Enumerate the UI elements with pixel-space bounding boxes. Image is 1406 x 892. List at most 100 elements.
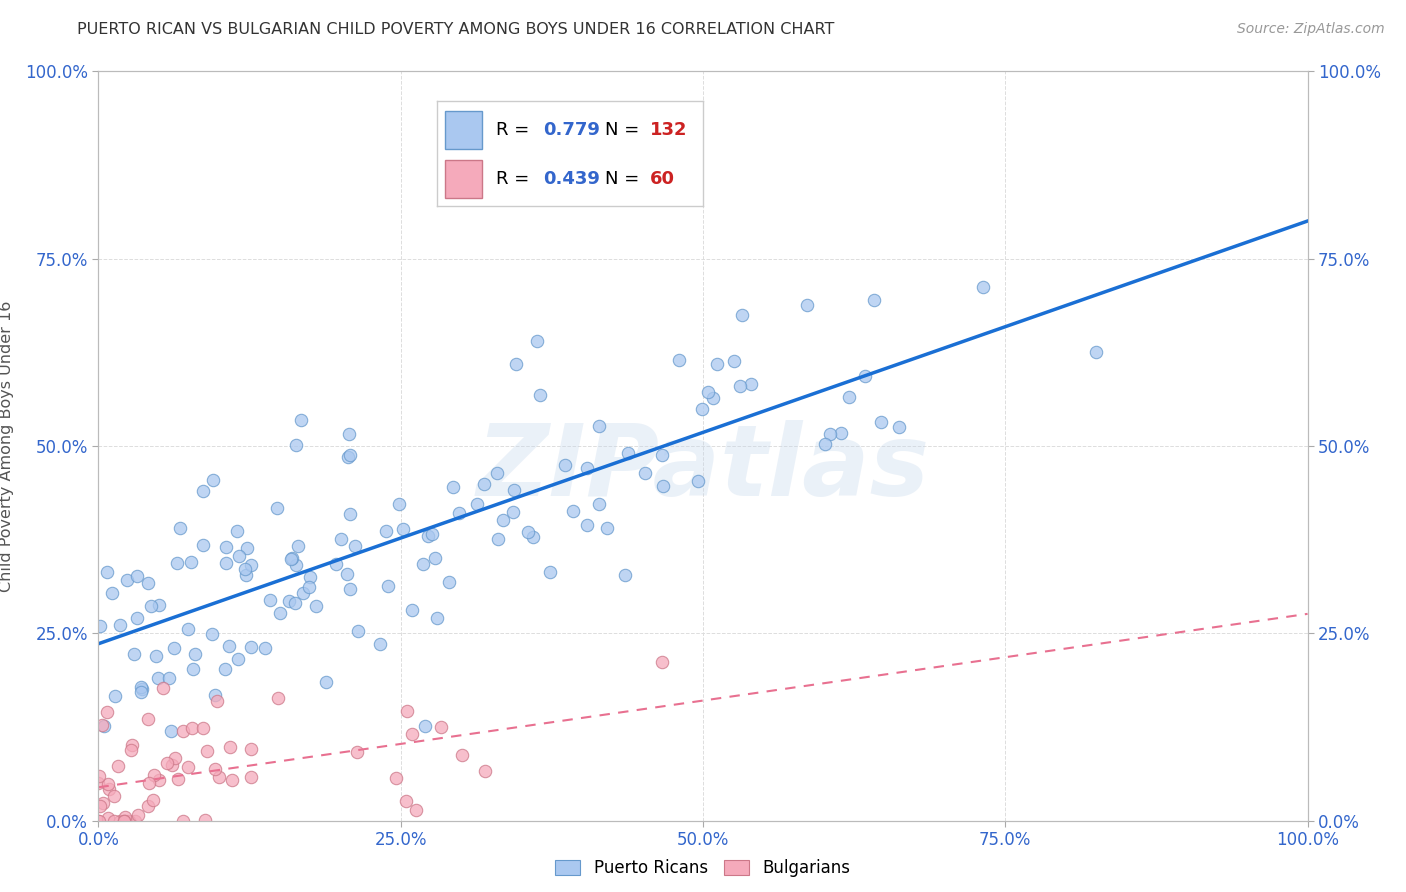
Point	[269, 607, 291, 621]
Point	[162, 641, 184, 656]
Legend: Puerto Ricans, Bulgarians: Puerto Ricans, Bulgarians	[548, 852, 858, 883]
Point	[588, 418, 610, 433]
Point	[439, 574, 461, 589]
Point	[347, 624, 370, 639]
Point	[405, 803, 427, 817]
Point	[160, 723, 183, 738]
Point	[152, 681, 174, 696]
Point	[690, 401, 713, 416]
Point	[336, 567, 359, 582]
Point	[485, 466, 508, 480]
Point	[235, 567, 257, 582]
Point	[502, 505, 524, 519]
Point	[181, 662, 204, 676]
Point	[486, 532, 509, 546]
Point	[441, 480, 464, 494]
Point	[702, 392, 724, 406]
Point	[148, 772, 170, 787]
Point	[169, 521, 191, 535]
Point	[162, 758, 184, 772]
Point	[401, 603, 423, 617]
Point	[339, 426, 361, 441]
Point	[239, 640, 262, 655]
Point	[177, 760, 200, 774]
Point	[870, 415, 893, 429]
Point	[412, 557, 434, 571]
Point	[668, 353, 690, 368]
Point	[194, 813, 217, 827]
Point	[167, 772, 190, 786]
Point	[208, 770, 231, 784]
Point	[492, 514, 515, 528]
Point	[266, 500, 288, 515]
Point	[193, 721, 215, 735]
Point	[401, 726, 423, 740]
Point	[214, 662, 236, 676]
Point	[392, 522, 415, 536]
Point	[89, 799, 111, 814]
Point	[278, 594, 301, 608]
Point	[280, 552, 302, 566]
Point	[108, 814, 131, 828]
Point	[503, 483, 526, 498]
Point	[103, 789, 125, 803]
Point	[287, 539, 309, 553]
Point	[731, 308, 754, 322]
Point	[385, 771, 408, 785]
Point	[375, 524, 398, 538]
Point	[838, 390, 860, 404]
Point	[425, 551, 447, 566]
Point	[972, 280, 994, 294]
Point	[330, 532, 353, 546]
Point	[253, 641, 276, 656]
Point	[138, 776, 160, 790]
Point	[305, 599, 328, 613]
Point	[284, 438, 307, 452]
Point	[728, 378, 751, 392]
Point	[447, 506, 470, 520]
Point	[166, 557, 188, 571]
Point	[818, 427, 841, 442]
Point	[529, 388, 551, 402]
Point	[292, 586, 315, 600]
Point	[114, 814, 136, 828]
Point	[634, 466, 657, 480]
Point	[202, 473, 225, 487]
Point	[195, 744, 218, 758]
Point	[614, 568, 637, 582]
Point	[299, 570, 322, 584]
Point	[233, 562, 256, 576]
Point	[141, 599, 163, 613]
Point	[215, 556, 238, 570]
Point	[863, 293, 886, 307]
Point	[337, 450, 360, 465]
Point	[142, 768, 165, 782]
Point	[652, 479, 675, 493]
Point	[413, 719, 436, 733]
Point	[156, 756, 179, 771]
Point	[180, 721, 202, 735]
Point	[131, 685, 153, 699]
Point	[465, 497, 488, 511]
Point	[1084, 345, 1107, 359]
Point	[740, 377, 762, 392]
Point	[157, 672, 180, 686]
Point	[298, 580, 321, 594]
Point	[108, 617, 131, 632]
Point	[115, 814, 138, 828]
Point	[259, 593, 281, 607]
Point	[616, 446, 638, 460]
Point	[651, 448, 673, 462]
Point	[107, 758, 129, 772]
Point	[688, 474, 710, 488]
Point	[339, 448, 361, 462]
Point	[239, 770, 262, 784]
Point	[87, 814, 110, 828]
Point	[98, 782, 121, 797]
Point	[430, 720, 453, 734]
Point	[225, 524, 247, 538]
Point	[96, 565, 118, 579]
Point	[706, 357, 728, 371]
Point	[396, 704, 419, 718]
Point	[177, 623, 200, 637]
